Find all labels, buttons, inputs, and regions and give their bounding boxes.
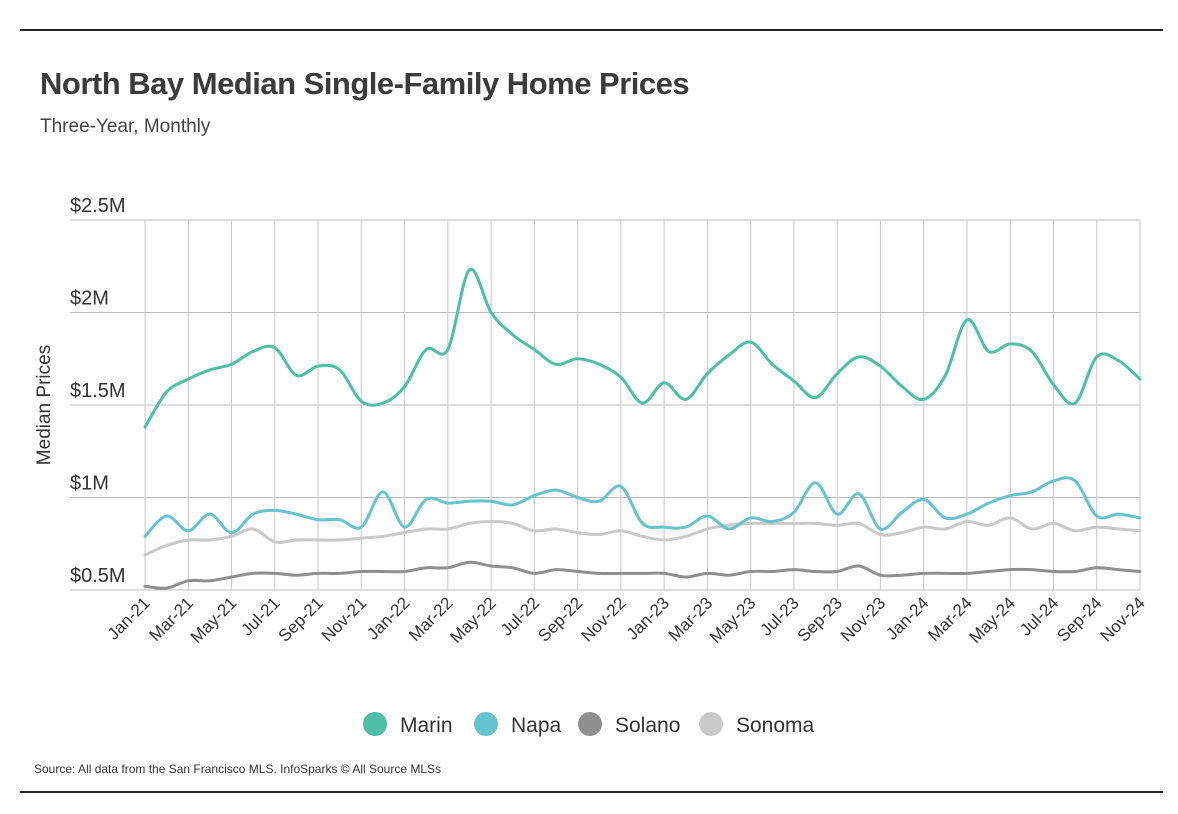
legend-label-sonoma: Sonoma [736,714,815,737]
x-tick-label: Jan-22 [363,593,413,643]
x-tick-label: Nov-24 [1097,593,1149,645]
legend-label-napa: Napa [511,714,562,737]
x-tick-label: Sep-22 [534,593,586,645]
bottom-rule [20,791,1163,793]
x-axis-ticks: Jan-21Mar-21May-21Jul-21Sep-21Nov-21Jan-… [104,593,1149,647]
x-tick-label: Nov-22 [578,593,630,645]
legend-swatch-napa [474,712,498,736]
y-tick-label: $1.5M [70,380,126,402]
x-tick-label: May-21 [187,593,241,647]
legend: Marin Napa Solano Sonoma [363,712,815,737]
x-tick-label: Sep-21 [275,593,327,645]
x-tick-label: Jan-23 [623,593,673,643]
series-line-marin [143,268,1142,429]
x-tick-label: May-22 [446,593,500,647]
chart-subtitle: Three-Year, Monthly [40,116,211,137]
y-tick-label: $2.5M [70,195,126,217]
chart-title: North Bay Median Single-Family Home Pric… [40,66,690,101]
x-tick-label: Jan-21 [104,593,154,643]
x-tick-label: Nov-21 [318,593,370,645]
legend-label-marin: Marin [400,714,453,737]
source-note: Source: All data from the San Francisco … [34,762,442,776]
x-tick-label: Sep-24 [1053,593,1105,645]
x-tick-label: Jan-24 [882,593,932,643]
y-tick-label: $1M [70,473,109,495]
top-rule [20,29,1163,31]
y-axis-ticks: $0.5M $1M $1.5M $2M $2.5M [70,195,126,587]
y-axis-title: Median Prices [34,345,55,465]
legend-swatch-marin [363,712,387,736]
x-tick-label: May-23 [706,593,760,647]
legend-swatch-sonoma [699,712,723,736]
y-tick-label: $0.5M [70,565,126,587]
series-line-napa [143,476,1142,538]
series-line-sonoma [143,516,1142,557]
series-lines [143,268,1142,590]
legend-swatch-solano [578,712,602,736]
legend-label-solano: Solano [615,714,680,737]
x-tick-label: Nov-23 [837,593,889,645]
x-tick-label: Sep-23 [794,593,846,645]
series-line-solano [143,560,1142,590]
y-tick-label: $2M [70,288,109,310]
x-tick-label: May-24 [966,593,1020,647]
